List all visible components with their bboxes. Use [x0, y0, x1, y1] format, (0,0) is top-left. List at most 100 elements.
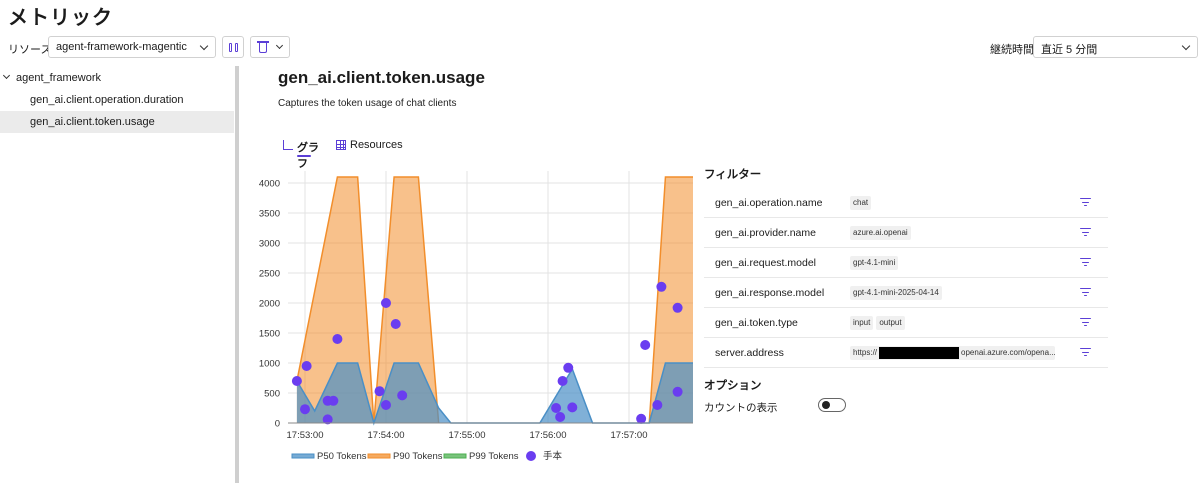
- filter-value-chip: chat: [850, 196, 872, 210]
- exemplar-point[interactable]: [563, 362, 574, 373]
- filter-value-chip: azure.ai.openai: [850, 226, 911, 240]
- tab-resources[interactable]: Resources: [336, 138, 403, 158]
- metric-description: Captures the token usage of chat clients: [278, 98, 457, 109]
- resource-select[interactable]: agent-framework-magentic: [48, 36, 216, 58]
- filter-icon[interactable]: [1080, 228, 1091, 237]
- exemplar-point[interactable]: [652, 400, 663, 410]
- tree-root-label: agent_framework: [16, 72, 101, 84]
- toolbar: リソース agent-framework-magentic 継続時間 直近 5 …: [0, 36, 1200, 60]
- legend-label: 手本: [543, 450, 563, 462]
- exemplar-point[interactable]: [390, 319, 401, 329]
- filter-icon[interactable]: [1080, 198, 1091, 207]
- y-tick-label: 2500: [259, 269, 280, 280]
- filter-row: gen_ai.provider.name azure.ai.openai: [704, 218, 1108, 248]
- chevron-down-icon[interactable]: [2, 71, 11, 80]
- clear-data-button[interactable]: [250, 36, 290, 58]
- tab-active-indicator: [297, 155, 311, 157]
- x-tick-label: 17:55:00: [449, 430, 486, 441]
- tab-resources-label: Resources: [350, 139, 403, 151]
- filter-row: gen_ai.operation.name chat: [704, 188, 1108, 218]
- exemplar-point[interactable]: [291, 376, 302, 386]
- page-title: メトリック: [8, 7, 113, 29]
- filter-values: chat: [850, 196, 874, 212]
- exemplar-point[interactable]: [397, 390, 408, 401]
- filter-value-text: openai.azure.com/opena...: [961, 348, 1055, 357]
- p90-series-area: [649, 177, 693, 423]
- exemplar-point[interactable]: [551, 403, 562, 413]
- exemplar-point[interactable]: [300, 404, 310, 415]
- filter-name: gen_ai.provider.name: [715, 227, 816, 239]
- x-tick-label: 17:53:00: [287, 430, 324, 441]
- x-tick-label: 17:56:00: [530, 430, 567, 441]
- filter-value-chip: input: [850, 316, 874, 330]
- filter-name: server.address: [715, 347, 784, 359]
- exemplar-point[interactable]: [374, 386, 385, 397]
- y-tick-label: 1500: [259, 329, 280, 340]
- options-title: オプション: [704, 380, 762, 392]
- y-tick-label: 1000: [259, 359, 280, 370]
- filter-value-chip: gpt-4.1-mini: [850, 256, 899, 270]
- exemplar-point[interactable]: [381, 298, 391, 308]
- exemplar-point[interactable]: [555, 412, 566, 422]
- filter-icon[interactable]: [1080, 318, 1091, 327]
- filter-value-text: https://: [853, 348, 878, 357]
- exemplar-point[interactable]: [656, 281, 667, 292]
- redacted-block: [879, 347, 959, 359]
- filter-name: gen_ai.operation.name: [715, 197, 823, 209]
- filter-values: https:// openai.azure.com/opena...: [850, 346, 1058, 362]
- exemplar-point[interactable]: [322, 414, 333, 425]
- legend-swatch: [291, 453, 315, 459]
- exemplar-point[interactable]: [381, 400, 391, 410]
- p50-series-area: [296, 363, 693, 423]
- x-tick-label: 17:57:00: [611, 430, 648, 441]
- tree-root-agent-framework[interactable]: agent_framework: [0, 69, 234, 89]
- exemplar-point[interactable]: [328, 395, 339, 406]
- p90-series-area: [296, 177, 439, 423]
- y-tick-label: 500: [264, 389, 280, 400]
- filter-row: server.address https:// openai.azure.com/o…: [704, 338, 1108, 368]
- exemplar-point[interactable]: [567, 402, 578, 413]
- tree-item-operation-duration[interactable]: gen_ai.client.operation.duration: [0, 89, 234, 111]
- filter-icon[interactable]: [1080, 288, 1091, 297]
- filter-icon[interactable]: [1080, 258, 1091, 267]
- resource-select-value: agent-framework-magentic: [56, 41, 187, 53]
- filter-value-chip: output: [876, 316, 905, 330]
- filter-name: gen_ai.request.model: [715, 257, 816, 269]
- tab-graph[interactable]: グラフ: [283, 138, 329, 170]
- exemplar-point[interactable]: [332, 334, 343, 344]
- panel-splitter[interactable]: [235, 66, 239, 483]
- exemplar-point[interactable]: [557, 376, 568, 386]
- show-count-toggle[interactable]: [818, 398, 846, 412]
- chevron-down-icon: [1181, 41, 1191, 51]
- filters-title: フィルター: [704, 169, 762, 181]
- table-icon: [336, 140, 346, 150]
- tree-item-token-usage[interactable]: gen_ai.client.token.usage: [0, 111, 234, 133]
- pause-button[interactable]: [222, 36, 244, 58]
- filter-values: gpt-4.1-mini-2025-04-14: [850, 286, 945, 302]
- exemplar-point[interactable]: [301, 361, 312, 371]
- filter-icon[interactable]: [1080, 348, 1091, 357]
- y-tick-label: 3000: [259, 239, 280, 250]
- duration-select[interactable]: 直近 5 分間: [1033, 36, 1198, 58]
- filter-row: gen_ai.token.type input output: [704, 308, 1108, 338]
- p90-series-line: [648, 176, 693, 424]
- x-tick-label: 17:54:00: [368, 430, 405, 441]
- chart-icon: [283, 140, 293, 150]
- token-usage-chart: 0 500 1000 1500 2000 2500 3000 3500 4000 17:53:00…: [259, 171, 693, 462]
- metrics-tree: agent_framework gen_ai.client.operation.…: [0, 66, 234, 483]
- legend-label: P90 Tokens: [393, 451, 443, 462]
- legend-label: P99 Tokens: [469, 451, 519, 462]
- filter-value-chip: https:// openai.azure.com/opena...: [850, 346, 1055, 360]
- resource-label: リソース: [8, 44, 52, 56]
- exemplar-point[interactable]: [640, 340, 651, 350]
- chevron-down-icon: [275, 41, 284, 50]
- y-tick-label: 4000: [259, 179, 280, 190]
- filter-row: gen_ai.request.model gpt-4.1-mini: [704, 248, 1108, 278]
- exemplar-point[interactable]: [636, 413, 647, 424]
- filter-row: gen_ai.response.model gpt-4.1-mini-2025-0…: [704, 278, 1108, 308]
- tree-item-label: gen_ai.client.token.usage: [30, 116, 155, 128]
- toggle-knob: [822, 401, 830, 409]
- y-tick-label: 2000: [259, 299, 280, 310]
- exemplar-point[interactable]: [672, 386, 683, 397]
- exemplar-point[interactable]: [672, 302, 683, 313]
